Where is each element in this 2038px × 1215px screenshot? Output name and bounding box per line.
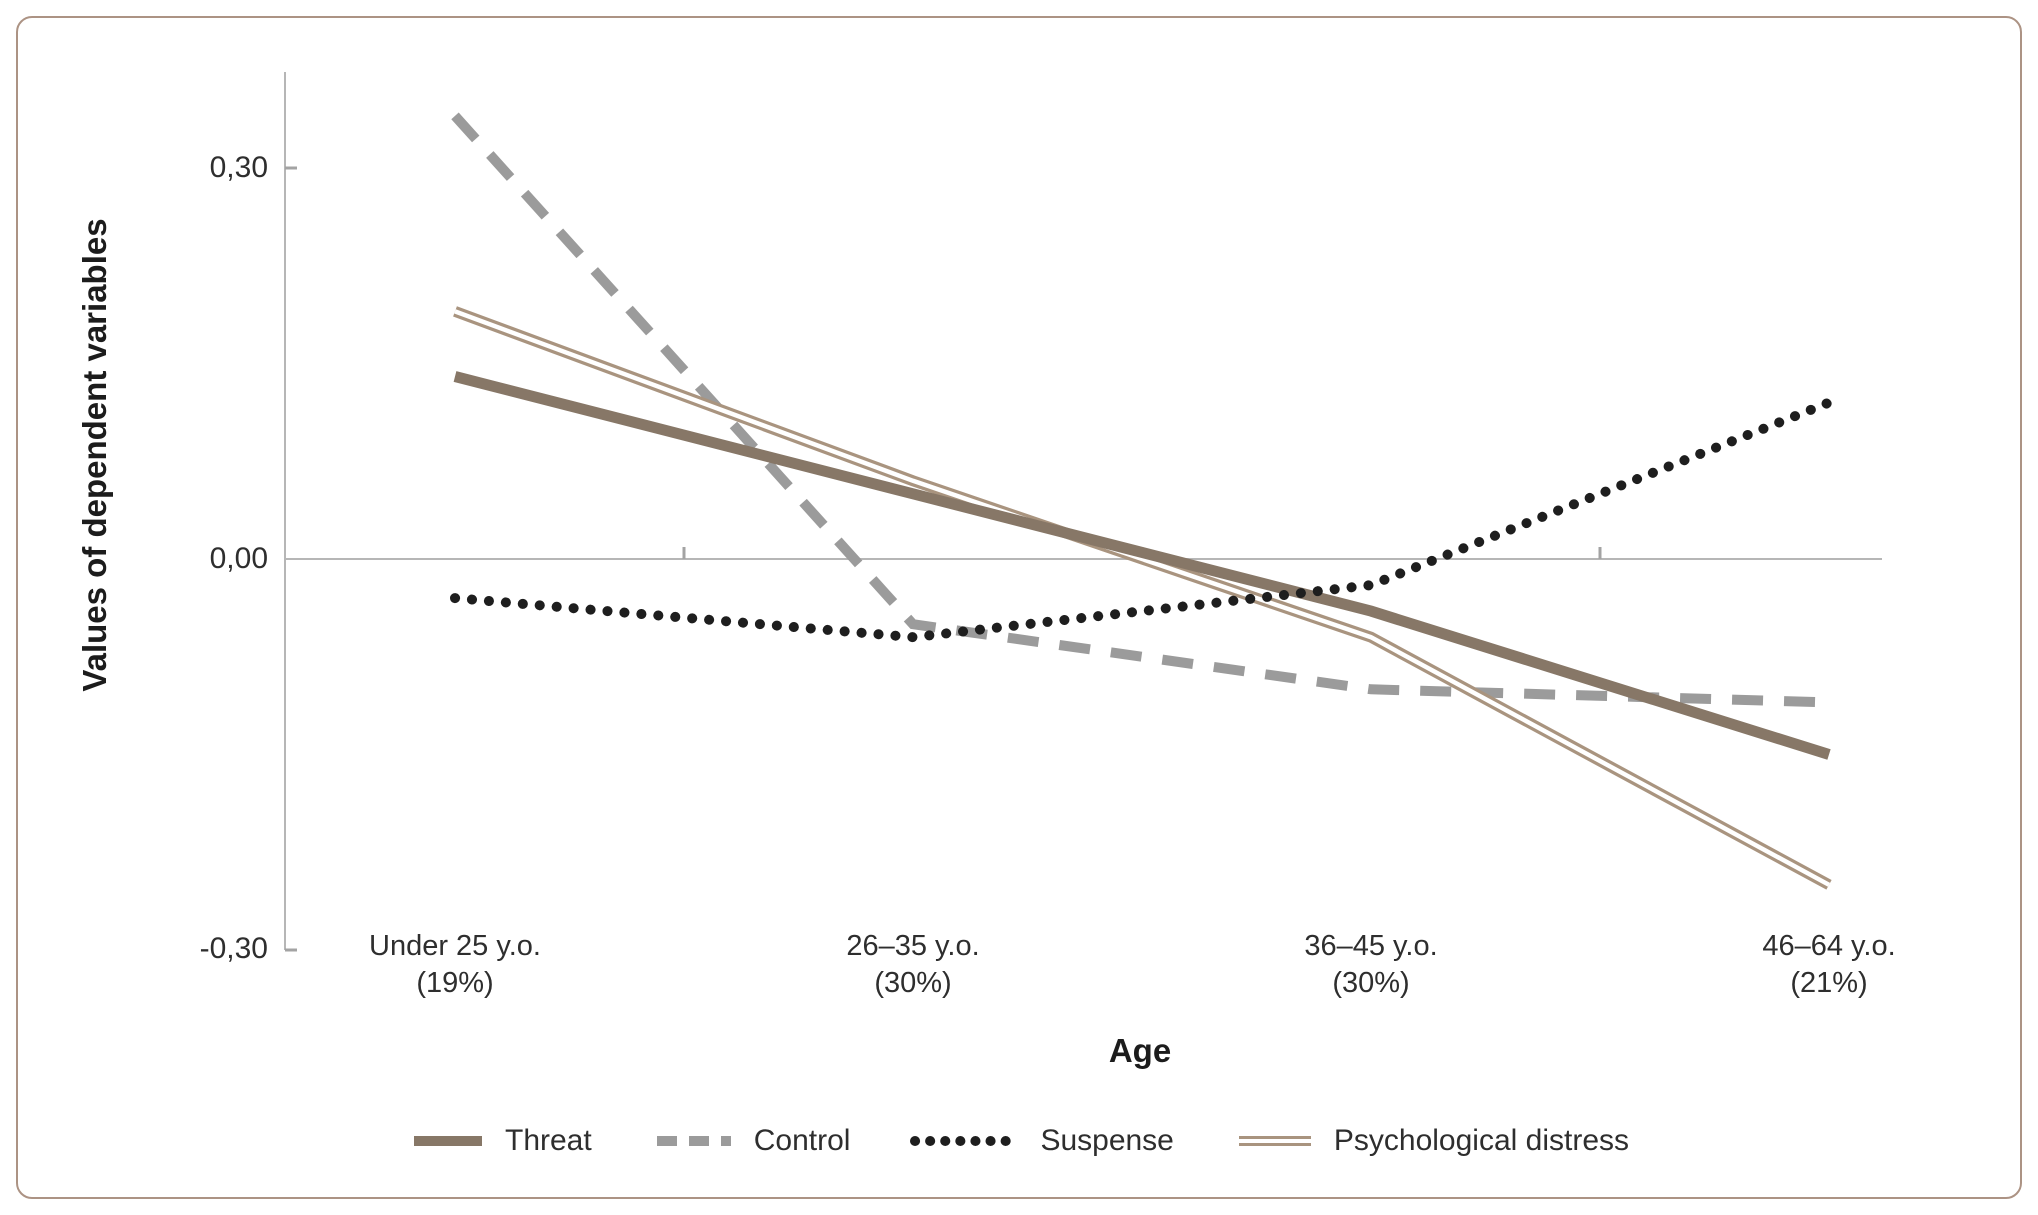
legend-swatch-psychological-distress [1238, 1136, 1311, 1146]
x-category-text: Under 25 y.o. [369, 930, 541, 962]
x-category-label: 46–64 y.o. (21%) [1669, 928, 1989, 1002]
legend-swatch-suspense [910, 1136, 1023, 1146]
y-axis-title: Values of dependent variables [76, 218, 113, 692]
legend-item-psychological-distress: Psychological distress [1234, 1124, 1629, 1158]
legend-item-suspense: Suspense [910, 1124, 1174, 1158]
figure-border [16, 16, 2022, 1199]
x-axis-title: Age [1108, 1032, 1172, 1069]
y-tick-label-zero: 0,00 [209, 542, 268, 575]
series-line-control [451, 112, 1830, 708]
legend-label-psychological-distress: Psychological distress [1333, 1124, 1629, 1157]
series-line-threat [453, 371, 1831, 760]
legend-item-threat: Threat [409, 1124, 592, 1158]
x-category-label: Under 25 y.o. (19%) [295, 928, 615, 1002]
y-tick-label-bottom: -0,30 [199, 932, 268, 965]
legend-label-threat: Threat [505, 1124, 592, 1157]
legend-swatch-threat [414, 1136, 482, 1146]
legend-label-control: Control [753, 1124, 851, 1157]
x-category-percent: (21%) [1790, 967, 1868, 999]
series-line-psychological-distress [453, 306, 1832, 890]
series-line-psychological-distress-core [454, 309, 1831, 887]
x-category-percent: (30%) [1332, 967, 1410, 999]
x-category-text: 36–45 y.o. [1304, 930, 1438, 962]
legend-item-control: Control [652, 1124, 851, 1158]
x-category-text: 46–64 y.o. [1762, 930, 1896, 962]
x-category-label: 26–35 y.o. (30%) [753, 928, 1073, 1002]
x-category-label: 36–45 y.o. (30%) [1211, 928, 1531, 1002]
y-tick-label-top: 0,30 [209, 151, 268, 184]
x-category-percent: (19%) [416, 967, 494, 999]
x-category-text: 26–35 y.o. [846, 930, 980, 962]
legend-swatch-control [656, 1136, 731, 1146]
legend-label-suspense: Suspense [1040, 1124, 1174, 1157]
chart-legend: Threat Control Suspense Psychological distr… [0, 1112, 2038, 1170]
x-category-percent: (30%) [874, 967, 952, 999]
series-line-suspense [450, 397, 1834, 643]
